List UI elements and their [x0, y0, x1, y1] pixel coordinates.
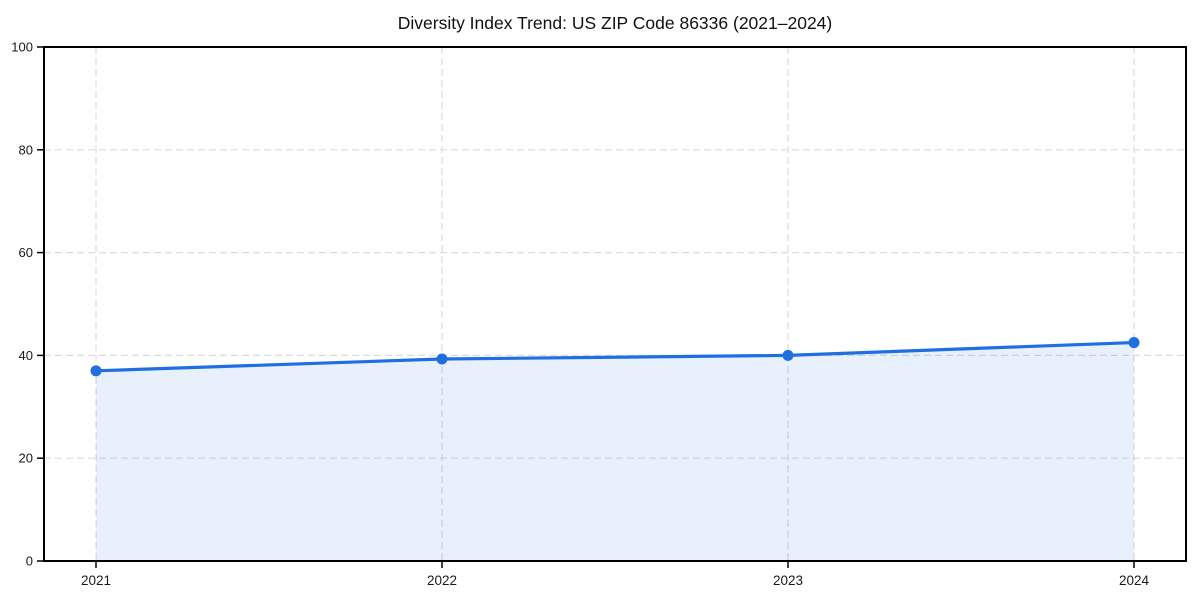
x-tick-label: 2021 — [81, 573, 111, 588]
y-tick-label: 0 — [26, 554, 33, 569]
y-tick-label: 80 — [19, 142, 33, 157]
y-tick-label: 40 — [19, 348, 33, 363]
x-tick-label: 2022 — [427, 573, 457, 588]
chart-title: Diversity Index Trend: US ZIP Code 86336… — [397, 13, 833, 33]
data-point-2021 — [90, 365, 102, 377]
y-tick-label: 60 — [19, 245, 33, 260]
data-point-2024 — [1128, 337, 1140, 349]
x-tick-label: 2024 — [1119, 573, 1150, 588]
y-tick-label: 100 — [11, 40, 33, 55]
data-point-2022 — [436, 353, 448, 365]
plot-border — [43, 46, 1187, 562]
x-tick-label: 2023 — [773, 573, 803, 588]
area-fill — [96, 342, 1134, 561]
data-point-2023 — [782, 349, 794, 361]
trend-line — [94, 340, 1136, 373]
y-tick-label: 20 — [19, 451, 33, 466]
